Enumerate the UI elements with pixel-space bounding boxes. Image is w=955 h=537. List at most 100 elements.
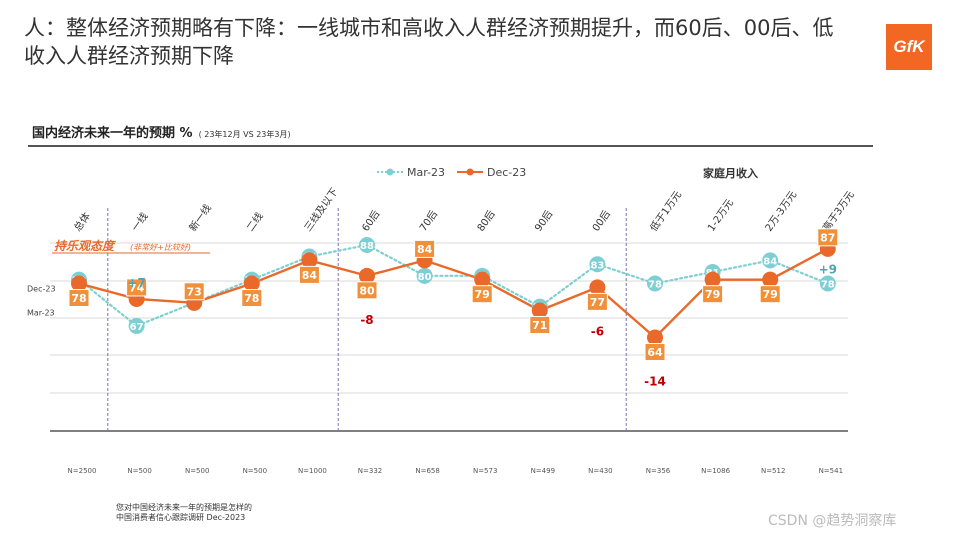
- dec23-point: [704, 271, 721, 288]
- category-label: 三线及以下: [301, 185, 340, 233]
- sample-size-label: N=1086: [701, 467, 730, 475]
- dec23-point: [301, 252, 318, 269]
- change-annotation: +7: [127, 276, 145, 290]
- change-annotation: -14: [644, 374, 666, 388]
- mar23-point: [762, 252, 779, 269]
- sample-size-label: N=1000: [298, 467, 327, 475]
- left-marker-dec: Dec-23: [27, 285, 56, 294]
- mar23-point: [819, 275, 836, 292]
- category-label: 总体: [71, 210, 93, 234]
- gfk-logo: GfK: [886, 24, 932, 70]
- mar23-data-label: 67: [130, 322, 144, 333]
- dec23-label-box: [817, 228, 839, 247]
- category-label: 二线: [244, 210, 266, 234]
- chart-title-rule: [28, 145, 873, 147]
- dec23-label-box: [183, 282, 205, 301]
- sample-size-label: N=332: [358, 467, 382, 475]
- dec23-data-label: 79: [705, 288, 720, 301]
- category-label: 1-2万元: [706, 198, 736, 234]
- chart-title-text: 国内经济未来一年的预期 %: [32, 126, 193, 141]
- dec23-data-label: 78: [244, 292, 259, 305]
- survey-question: 您对中国经济未来一年的预期是怎样的: [116, 503, 252, 512]
- mar23-data-label: 78: [821, 280, 835, 291]
- dec23-label-box: [241, 289, 263, 308]
- category-label: 2万-3万元: [764, 189, 800, 233]
- ylabel-tag: 持乐观态度: [54, 239, 116, 253]
- category-label: 新一线: [186, 202, 214, 234]
- sample-size-label: N=499: [531, 467, 555, 475]
- category-label: 60后: [360, 208, 383, 234]
- dec23-data-label: 84: [302, 269, 318, 282]
- dec23-data-label: 64: [647, 346, 663, 359]
- category-label: 00后: [590, 208, 613, 234]
- sample-size-label: N=658: [415, 467, 439, 475]
- income-group-label: 家庭月收入: [703, 166, 758, 180]
- mar23-point: [647, 275, 663, 292]
- dec23-point: [474, 271, 491, 288]
- dec23-data-label: 80: [359, 284, 375, 297]
- ylabel-tag-note: (非常好+比较好): [130, 243, 191, 252]
- mar23-data-label: 78: [648, 280, 662, 291]
- sample-size-label: N=430: [588, 467, 612, 475]
- dec23-data-label: 71: [532, 319, 547, 332]
- dec23-data-label: 73: [187, 285, 202, 298]
- dec23-point: [762, 271, 779, 288]
- category-label: 低于1万元: [647, 188, 684, 233]
- mar23-data-label: 83: [590, 260, 604, 271]
- change-annotation: -6: [591, 324, 604, 338]
- dec23-point: [71, 275, 87, 292]
- dec23-label-box: [759, 285, 781, 304]
- mar23-point: [416, 267, 433, 284]
- dec23-point: [531, 302, 548, 319]
- dec23-point: [243, 275, 260, 292]
- dec23-point: [647, 329, 663, 346]
- category-label: 70后: [417, 208, 440, 234]
- category-label: 一线: [128, 210, 150, 234]
- category-label: 90后: [532, 208, 555, 234]
- survey-source: 中国消费者信心跟踪调研 Dec-2023: [116, 513, 246, 522]
- dec23-label-box: [529, 316, 551, 335]
- mar23-data-label: 80: [418, 272, 432, 283]
- mar23-point: [589, 256, 606, 273]
- sample-size-label: N=541: [819, 467, 843, 475]
- mar23-point: [128, 317, 145, 334]
- legend-marker-0: [386, 168, 394, 176]
- mar23-data-label: 84: [763, 256, 777, 267]
- dec23-point: [589, 279, 606, 296]
- left-marker-mar: Mar-23: [27, 309, 55, 318]
- category-label: 高于3万元: [820, 188, 857, 233]
- change-annotation: +9: [819, 263, 837, 277]
- dec23-data-label: 79: [475, 288, 490, 301]
- sample-size-label: N=573: [473, 467, 497, 475]
- dec23-label-box: [702, 285, 724, 304]
- dec23-point: [359, 267, 375, 284]
- dec23-label-box: [356, 281, 378, 300]
- dec23-label-box: [586, 292, 608, 311]
- chart-subtitle: ( 23年12月 VS 23年3月): [198, 130, 291, 139]
- change-annotation: -8: [360, 313, 373, 327]
- legend-label-1: Dec-23: [487, 166, 526, 179]
- sample-size-label: N=500: [127, 467, 151, 475]
- chart-title: 国内经济未来一年的预期 % ( 23年12月 VS 23年3月): [32, 122, 291, 141]
- dec23-label-box: [298, 265, 320, 284]
- dec23-label-box: [471, 285, 493, 304]
- mar23-data-label: 88: [360, 241, 374, 252]
- legend-marker-1: [466, 168, 474, 176]
- page-title: 人：整体经济预期略有下降：一线城市和高收入人群经济预期提升，而60后、00后、低…: [24, 16, 834, 68]
- dec23-label-box: [68, 289, 90, 308]
- sample-size-label: N=356: [646, 467, 671, 475]
- category-label: 80后: [475, 208, 498, 234]
- mar23-point: [359, 236, 375, 253]
- dec23-label-box: [414, 239, 436, 258]
- legend-label-0: Mar-23: [407, 166, 445, 179]
- dec23-label-box: [126, 278, 148, 297]
- dec23-data-label: 84: [417, 243, 433, 256]
- sample-size-label: N=500: [185, 467, 209, 475]
- sample-size-label: N=512: [761, 467, 785, 475]
- dec23-data-label: 87: [820, 231, 835, 244]
- dec23-label-box: [644, 342, 666, 361]
- dec23-data-label: 74: [129, 281, 145, 294]
- sample-size-label: N=2500: [68, 467, 97, 475]
- dec23-data-label: 79: [763, 288, 778, 301]
